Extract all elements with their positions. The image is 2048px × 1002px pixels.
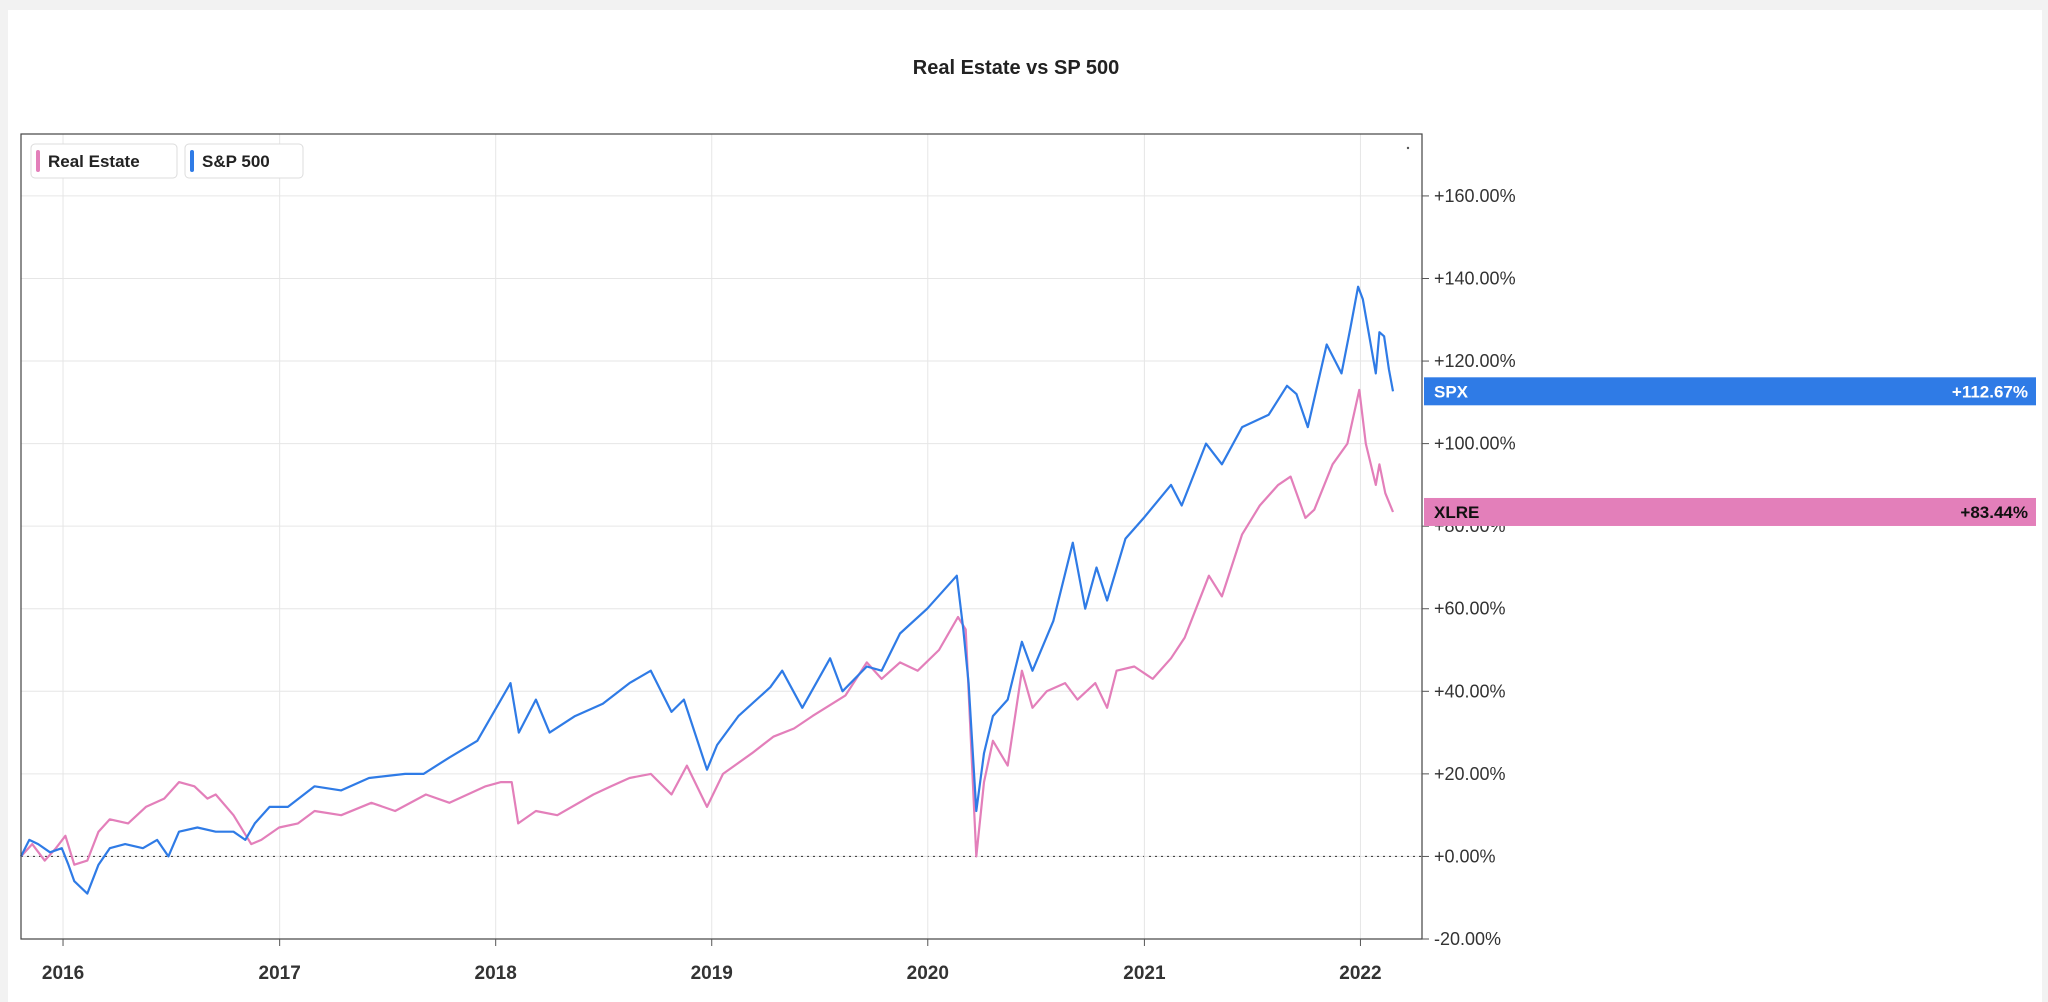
series-line-s-p-500 (20, 285, 1395, 895)
y-tick-label: +160.00% (1434, 186, 1516, 206)
x-tick-label: 2021 (1123, 963, 1166, 984)
chart-title: Real Estate vs SP 500 (913, 57, 1119, 79)
y-tick-label: +20.00% (1434, 764, 1506, 784)
y-tick-label: +0.00% (1434, 846, 1496, 866)
x-axis: 2016 2017 2018 2019 2020 2021 2022 (42, 939, 1382, 984)
legend-swatch (36, 150, 40, 172)
x-tick-label: 2020 (907, 963, 949, 984)
legend-item-real-estate[interactable]: Real Estate (30, 143, 178, 179)
legend-chip (30, 143, 178, 179)
legend-chip (184, 143, 304, 179)
grid-layer (21, 134, 1422, 940)
y-axis: +160.00%+140.00%+120.00%+100.00%+80.00%+… (1422, 186, 1516, 949)
end-tag-spx: SPX +112.67% (1424, 377, 2036, 406)
y-tick-label: +60.00% (1434, 599, 1506, 619)
chart-svg: Real Estate vs SP 500 +160.00% +140.00% +1… (20, 57, 2036, 984)
y-tick-label: -20.00% (1434, 929, 1501, 949)
y-tick-label: +120.00% (1434, 351, 1516, 371)
end-tag-xlre: XLRE +83.44% (1424, 497, 2036, 526)
end-tag-symbol: SPX (1434, 382, 1469, 401)
x-tick-label: 2022 (1339, 963, 1381, 984)
y-tick-label: +140.00% (1434, 268, 1516, 288)
end-tag-bg (1424, 497, 2036, 526)
legend-swatch (190, 150, 194, 172)
y-tick-label: +40.00% (1434, 681, 1506, 701)
end-tag-bg (1424, 377, 2036, 406)
end-tag-symbol: XLRE (1434, 503, 1479, 522)
end-tags: SPX +112.67% XLRE +83.44% (1424, 377, 2036, 526)
legend-label: Real Estate (48, 152, 140, 171)
x-tick-label: 2017 (259, 963, 301, 984)
series-layer (20, 285, 1395, 895)
legend-item-s-p-500[interactable]: S&P 500 (184, 143, 304, 179)
y-tick-label: +100.00% (1434, 434, 1516, 454)
plot-corner-dot (1406, 146, 1410, 150)
plot-area-frame (20, 133, 1423, 940)
x-tick-label: 2019 (691, 963, 733, 984)
legend[interactable]: Real Estate S&P 500 (30, 143, 304, 179)
x-tick-label: 2018 (475, 963, 517, 984)
x-tick-label: 2016 (42, 963, 84, 984)
chart-card: Real Estate vs SP 500 +160.00% +140.00% +1… (8, 10, 2042, 1002)
end-tag-value: +83.44% (1960, 503, 2028, 522)
legend-label: S&P 500 (202, 152, 270, 171)
end-tag-value: +112.67% (1952, 382, 2028, 401)
series-line-real-estate (20, 388, 1395, 866)
